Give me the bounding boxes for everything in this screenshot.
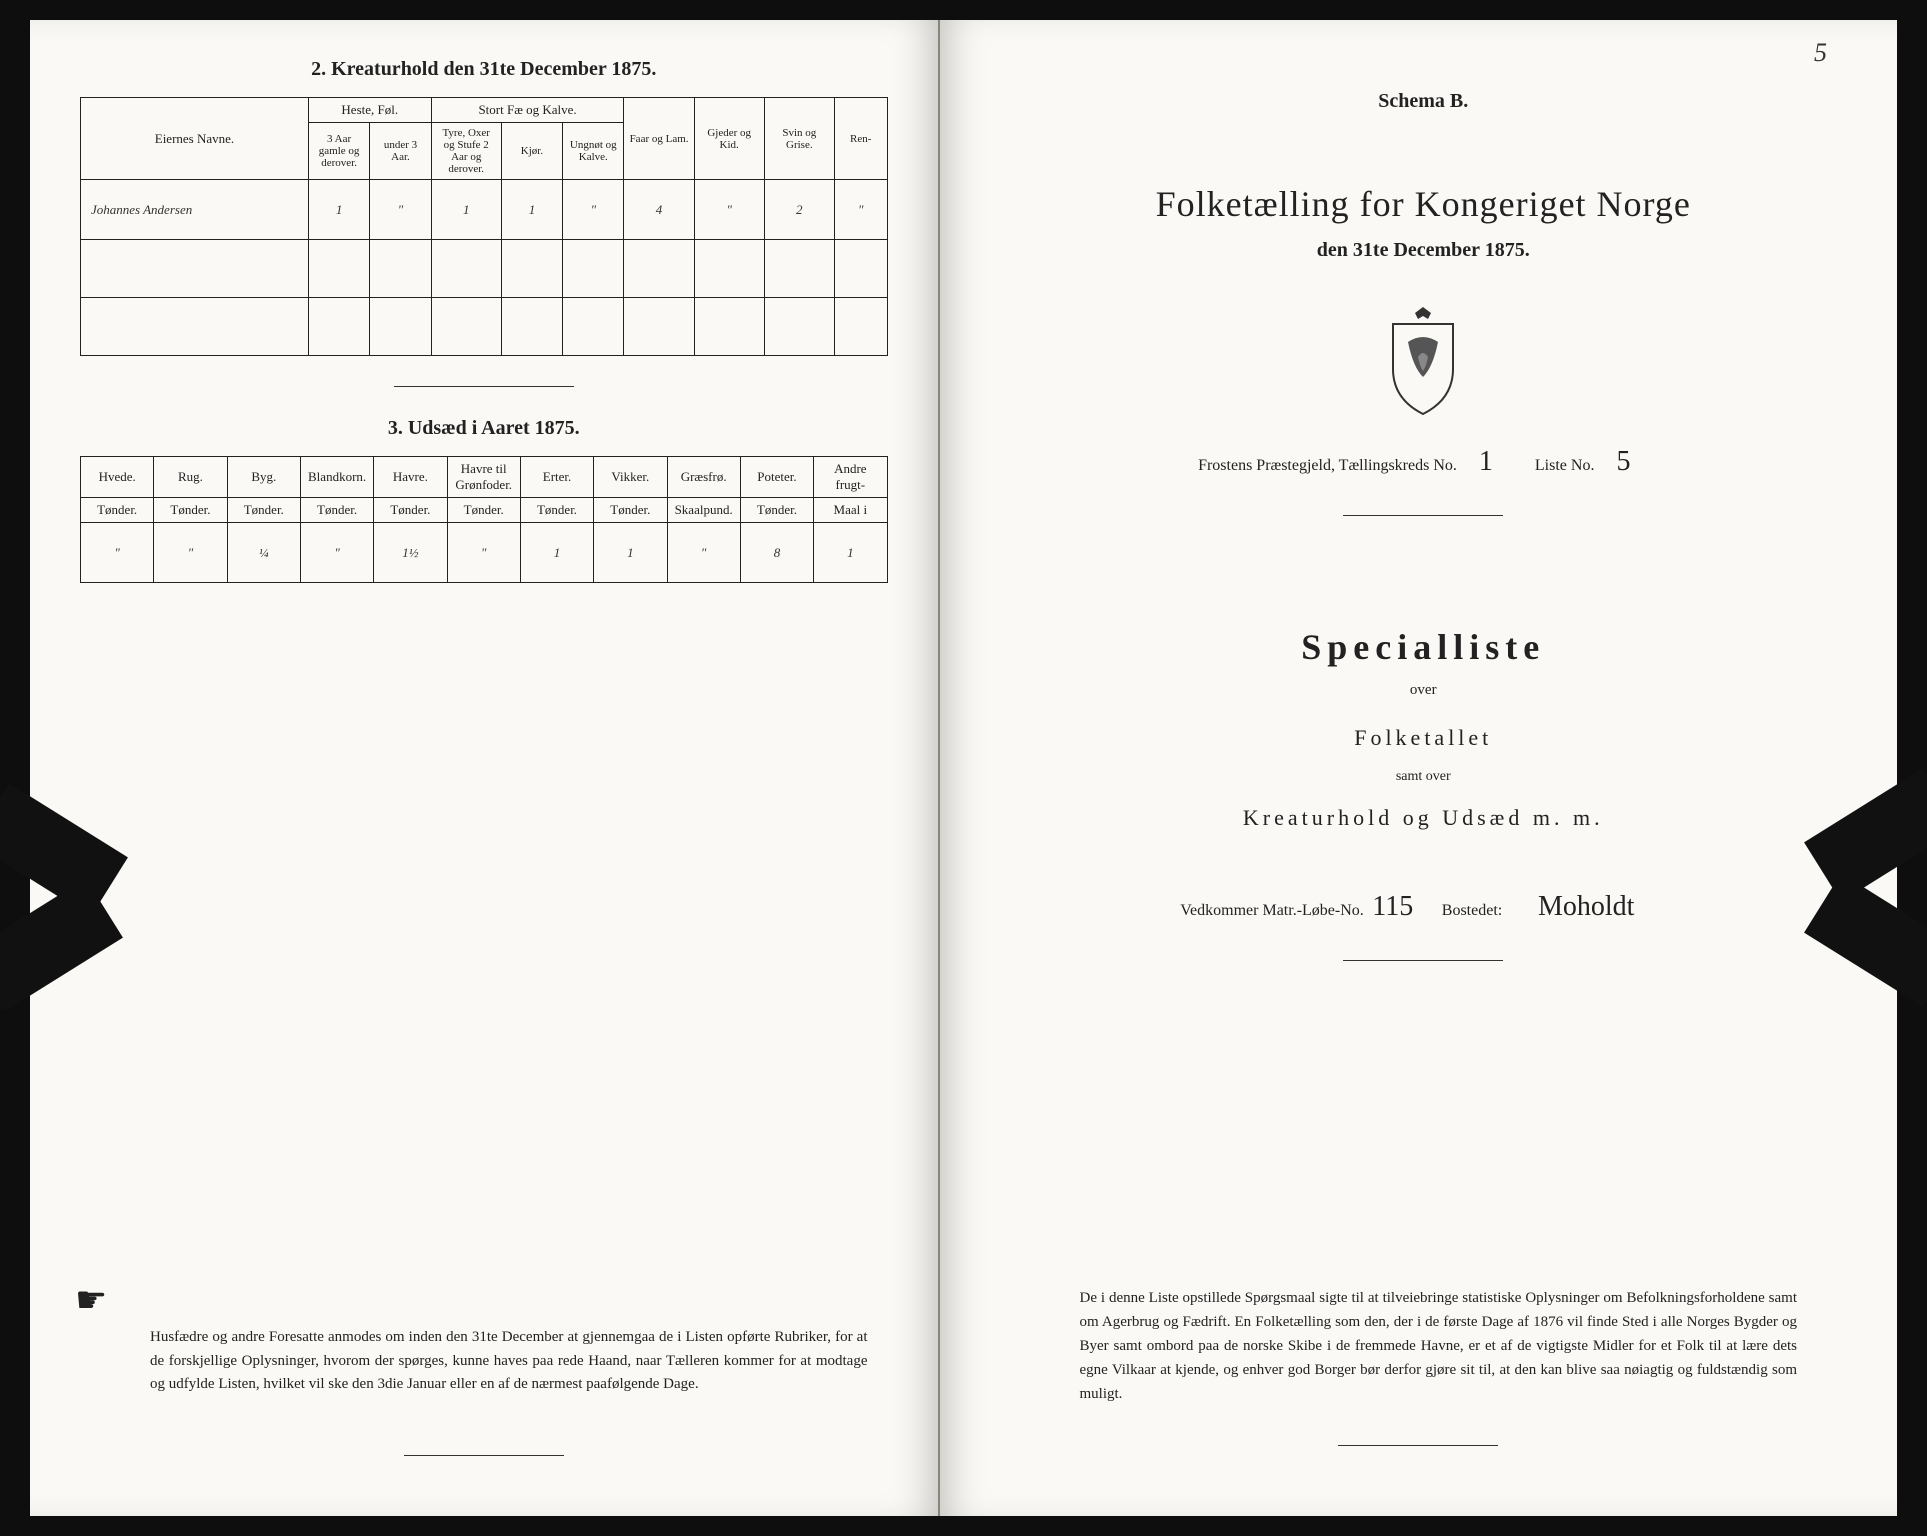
date-line: den 31te December 1875. [1020, 239, 1828, 262]
cell: " [81, 523, 154, 583]
col-stort-b: Kjør. [501, 123, 562, 180]
cell: " [300, 523, 373, 583]
col: Blandkorn. [300, 457, 373, 498]
right-footnote: De i denne Liste opstillede Spørgsmaal s… [1080, 1286, 1798, 1406]
matr-line: Vedkommer Matr.-Løbe-No. 115 Bostedet: M… [1020, 891, 1828, 924]
cell: " [154, 523, 227, 583]
col-stort: Stort Fæ og Kalve. [431, 98, 624, 123]
coat-of-arms-icon [1378, 302, 1468, 422]
cell: 8 [740, 523, 813, 583]
samt-label: samt over [1020, 769, 1828, 785]
divider [1343, 960, 1503, 961]
kreds-number: 1 [1461, 446, 1511, 479]
book-spread: 2. Kreaturhold den 31te December 1875. E… [30, 20, 1897, 1516]
col-heste-a: 3 Aar gamle og derover. [308, 123, 369, 180]
unit: Maal i [814, 498, 887, 523]
cell: 1 [814, 523, 887, 583]
col-faar: Faar og Lam. [624, 98, 694, 180]
folketallet-label: Folketallet [1020, 725, 1828, 751]
unit: Tønder. [520, 498, 593, 523]
section-3-title: 3. Udsæd i Aaret 1875. [80, 417, 888, 440]
col: Havre til Grønfoder. [447, 457, 520, 498]
right-page: 5 Schema B. Folketælling for Kongeriget … [940, 20, 1898, 1516]
col: Rug. [154, 457, 227, 498]
cell: 4 [624, 180, 694, 240]
page-number: 5 [1814, 38, 1827, 68]
col: Vikker. [594, 457, 667, 498]
pointing-hand-icon: ☛ [75, 1279, 107, 1321]
over-label: over [1020, 682, 1828, 699]
cell: 1 [520, 523, 593, 583]
unit: Tønder. [300, 498, 373, 523]
kreaturhold-table: Eiernes Navne. Heste, Føl. Stort Fæ og K… [80, 97, 888, 356]
col-stort-c: Ungnøt og Kalve. [563, 123, 624, 180]
bostedet-value: Moholdt [1506, 891, 1666, 924]
table-row [81, 240, 888, 298]
col: Byg. [227, 457, 300, 498]
cell: " [834, 180, 887, 240]
divider [394, 386, 574, 387]
unit: Tønder. [740, 498, 813, 523]
col: Poteter. [740, 457, 813, 498]
cell: 1½ [374, 523, 447, 583]
unit: Tønder. [81, 498, 154, 523]
cell: 1 [308, 180, 369, 240]
unit: Tønder. [227, 498, 300, 523]
left-footnote: Husfædre og andre Foresatte anmodes om i… [150, 1326, 868, 1396]
table-row: Johannes Andersen 1 " 1 1 " 4 " 2 " [81, 180, 888, 240]
cell: " [447, 523, 520, 583]
cell: 1 [431, 180, 501, 240]
col: Havre. [374, 457, 447, 498]
col: Erter. [520, 457, 593, 498]
col-stort-a: Tyre, Oxer og Stufe 2 Aar og derover. [431, 123, 501, 180]
matr-number: 115 [1368, 891, 1418, 924]
parish-line: Frostens Præstegjeld, Tællingskreds No. … [1020, 446, 1828, 479]
table-row: " " ¼ " 1½ " 1 1 " 8 1 [81, 523, 888, 583]
col-svin: Svin og Grise. [764, 98, 834, 180]
col: Hvede. [81, 457, 154, 498]
col-ren: Ren- [834, 98, 887, 180]
parish-label: Præstegjeld, Tællingskreds No. [1256, 457, 1457, 474]
col-owner: Eiernes Navne. [81, 98, 309, 180]
main-title: Folketælling for Kongeriget Norge [1020, 183, 1828, 225]
matr-label: Vedkommer Matr.-Løbe-No. [1180, 902, 1364, 919]
unit: Tønder. [447, 498, 520, 523]
col-gjeder: Gjeder og Kid. [694, 98, 764, 180]
cell: ¼ [227, 523, 300, 583]
cell: " [667, 523, 740, 583]
unit: Tønder. [594, 498, 667, 523]
divider [404, 1455, 564, 1456]
table-row [81, 298, 888, 356]
col: Andre frugt- [814, 457, 887, 498]
cell: " [694, 180, 764, 240]
liste-number: 5 [1598, 446, 1648, 479]
col-heste: Heste, Føl. [308, 98, 431, 123]
left-page: 2. Kreaturhold den 31te December 1875. E… [30, 20, 940, 1516]
schema-label: Schema B. [1020, 90, 1828, 113]
cell: " [370, 180, 431, 240]
udsaed-table: Hvede. Rug. Byg. Blandkorn. Havre. Havre… [80, 456, 888, 583]
unit: Tønder. [154, 498, 227, 523]
liste-label: Liste No. [1535, 457, 1595, 474]
parish-name: Frostens [1198, 457, 1252, 474]
cell: 2 [764, 180, 834, 240]
unit: Skaalpund. [667, 498, 740, 523]
cell: 1 [501, 180, 562, 240]
divider [1338, 1445, 1498, 1446]
cell: " [563, 180, 624, 240]
kreatur-label: Kreaturhold og Udsæd m. m. [1020, 805, 1828, 831]
unit: Tønder. [374, 498, 447, 523]
col: Græsfrø. [667, 457, 740, 498]
section-2-title: 2. Kreaturhold den 31te December 1875. [80, 58, 888, 81]
cell-owner: Johannes Andersen [81, 180, 309, 240]
cell: 1 [594, 523, 667, 583]
col-heste-b: under 3 Aar. [370, 123, 431, 180]
divider [1343, 515, 1503, 516]
specialliste-heading: Specialliste [1020, 626, 1828, 668]
bostedet-label: Bostedet: [1442, 902, 1502, 919]
